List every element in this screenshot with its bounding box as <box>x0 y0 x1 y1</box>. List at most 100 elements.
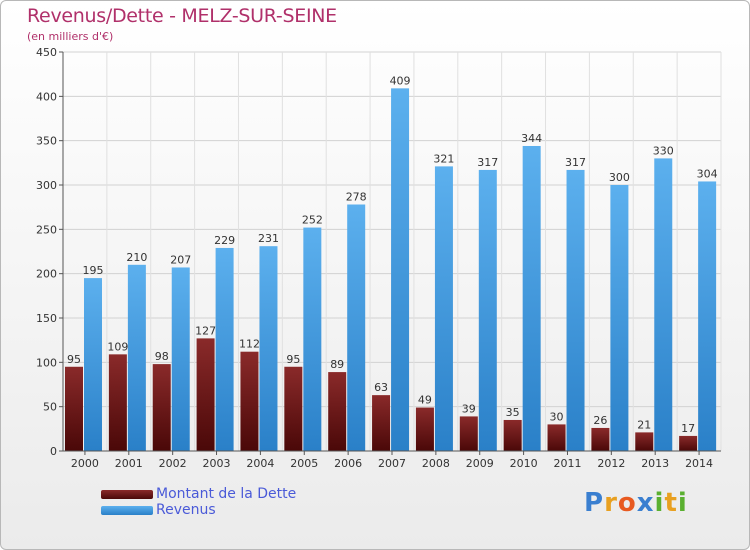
bar-revenus <box>698 181 717 451</box>
data-label-revenus: 344 <box>521 132 542 145</box>
data-label-dette: 26 <box>593 414 607 427</box>
bar-dette <box>65 366 83 451</box>
x-tick-label: 2007 <box>378 457 406 470</box>
y-tick-label: 0 <box>50 445 57 458</box>
bar-dette <box>240 351 259 451</box>
bar-dette <box>547 424 566 451</box>
bar-dette <box>591 427 610 451</box>
data-label-revenus: 229 <box>214 234 235 247</box>
bar-revenus <box>654 158 673 451</box>
y-tick-label: 300 <box>36 179 57 192</box>
y-tick-label: 200 <box>36 268 57 281</box>
x-tick-label: 2010 <box>510 457 538 470</box>
x-tick-label: 2005 <box>290 457 318 470</box>
data-label-dette: 17 <box>681 422 695 435</box>
x-tick-label: 2004 <box>246 457 274 470</box>
bar-revenus <box>84 278 102 451</box>
logo-letter: i <box>677 488 688 518</box>
legend-label-dette: Montant de la Dette <box>156 486 297 502</box>
data-label-revenus: 304 <box>697 167 718 180</box>
bar-revenus <box>522 145 541 451</box>
y-tick-label: 400 <box>36 90 57 103</box>
chart-subtitle: (en milliers d'€) <box>27 30 114 43</box>
data-label-dette: 95 <box>67 353 81 366</box>
data-label-revenus: 278 <box>346 191 367 204</box>
logo-letter: o <box>617 488 637 518</box>
logo-letter: x <box>636 488 655 518</box>
chart-title: Revenus/Dette - MELZ-SUR-SEINE <box>27 5 337 27</box>
data-label-dette: 63 <box>374 381 388 394</box>
data-label-revenus: 300 <box>609 171 630 184</box>
data-label-revenus: 210 <box>126 251 147 264</box>
bar-revenus <box>434 166 453 451</box>
data-label-dette: 109 <box>107 340 128 353</box>
data-label-revenus: 195 <box>83 264 104 277</box>
bar-dette <box>635 432 654 451</box>
bar-dette <box>152 364 171 451</box>
data-label-revenus: 409 <box>390 74 411 87</box>
data-label-revenus: 330 <box>653 144 674 157</box>
data-label-dette: 39 <box>462 402 476 415</box>
bar-dette <box>328 372 347 451</box>
data-label-dette: 89 <box>330 358 344 371</box>
bar-chart: 9519510921098207127229112231952528927863… <box>36 46 722 470</box>
data-label-dette: 30 <box>550 410 564 423</box>
y-tick-label: 100 <box>36 356 57 369</box>
proxiti-logo: Proxiti <box>584 488 688 518</box>
bar-revenus <box>478 169 497 451</box>
x-tick-label: 2008 <box>422 457 450 470</box>
bar-revenus <box>215 247 234 451</box>
x-tick-label: 2014 <box>685 457 713 470</box>
bar-dette <box>503 419 522 451</box>
y-tick-label: 50 <box>43 401 57 414</box>
x-tick-label: 2011 <box>553 457 581 470</box>
legend-swatch-dette <box>101 490 153 499</box>
logo-letter: i <box>654 488 665 518</box>
bar-dette <box>372 395 391 451</box>
logo-letter: r <box>604 488 618 518</box>
y-tick-label: 150 <box>36 312 57 325</box>
bar-revenus <box>303 227 322 451</box>
y-tick-label: 350 <box>36 135 57 148</box>
data-label-dette: 112 <box>239 338 260 351</box>
data-label-dette: 98 <box>155 350 169 363</box>
bar-revenus <box>171 267 190 451</box>
data-label-dette: 21 <box>637 418 651 431</box>
x-tick-label: 2006 <box>334 457 362 470</box>
legend-label-revenus: Revenus <box>156 502 216 518</box>
data-label-revenus: 252 <box>302 214 323 227</box>
bar-dette <box>284 366 303 451</box>
bar-dette <box>415 407 434 451</box>
x-tick-label: 2009 <box>466 457 494 470</box>
data-label-revenus: 321 <box>433 152 454 165</box>
x-tick-label: 2001 <box>115 457 143 470</box>
data-label-dette: 35 <box>506 406 520 419</box>
data-label-dette: 95 <box>286 353 300 366</box>
data-label-dette: 49 <box>418 394 432 407</box>
data-label-revenus: 317 <box>565 156 586 169</box>
legend-swatch-revenus <box>101 506 153 515</box>
bar-revenus <box>391 88 410 451</box>
bar-revenus <box>566 169 585 451</box>
bar-dette <box>196 338 215 451</box>
x-tick-label: 2012 <box>597 457 625 470</box>
logo-letter: t <box>664 488 678 518</box>
data-label-revenus: 231 <box>258 232 279 245</box>
bar-dette <box>459 416 478 451</box>
data-label-dette: 127 <box>195 324 216 337</box>
x-tick-label: 2000 <box>71 457 99 470</box>
bar-revenus <box>259 246 278 451</box>
data-label-revenus: 207 <box>170 253 191 266</box>
bar-revenus <box>347 204 366 451</box>
x-tick-label: 2003 <box>203 457 231 470</box>
logo-letter: P <box>584 488 605 518</box>
x-tick-label: 2013 <box>641 457 669 470</box>
y-tick-label: 250 <box>36 223 57 236</box>
x-tick-label: 2002 <box>159 457 187 470</box>
bar-revenus <box>610 185 629 451</box>
bar-revenus <box>127 264 146 451</box>
bar-dette <box>679 435 698 451</box>
data-label-revenus: 317 <box>477 156 498 169</box>
y-tick-label: 450 <box>36 46 57 59</box>
